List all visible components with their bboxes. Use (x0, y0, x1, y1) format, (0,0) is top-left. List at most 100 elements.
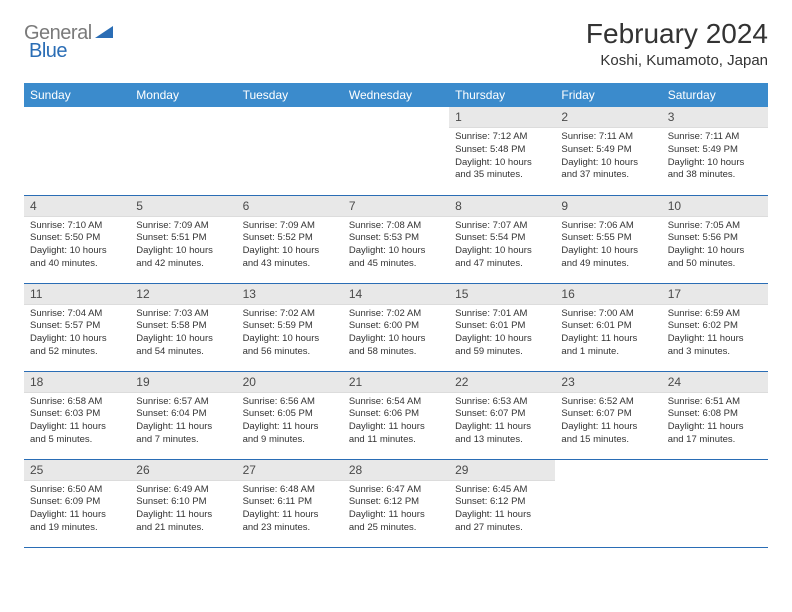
sunset-line: Sunset: 6:10 PM (136, 496, 230, 509)
day-details: Sunrise: 6:57 AMSunset: 6:04 PMDaylight:… (130, 393, 236, 453)
daylight-line: Daylight: 10 hours and 58 minutes. (349, 333, 443, 359)
day-details: Sunrise: 6:53 AMSunset: 6:07 PMDaylight:… (449, 393, 555, 453)
sunrise-line: Sunrise: 6:49 AM (136, 484, 230, 497)
day-details: Sunrise: 6:54 AMSunset: 6:06 PMDaylight:… (343, 393, 449, 453)
sunset-line: Sunset: 5:57 PM (30, 320, 124, 333)
day-details: Sunrise: 7:05 AMSunset: 5:56 PMDaylight:… (662, 217, 768, 277)
day-number: 19 (130, 372, 236, 393)
calendar-day-cell: 21Sunrise: 6:54 AMSunset: 6:06 PMDayligh… (343, 371, 449, 459)
day-details: Sunrise: 7:01 AMSunset: 6:01 PMDaylight:… (449, 305, 555, 365)
day-details: Sunrise: 7:09 AMSunset: 5:52 PMDaylight:… (237, 217, 343, 277)
day-details: Sunrise: 6:51 AMSunset: 6:08 PMDaylight:… (662, 393, 768, 453)
daylight-line: Daylight: 10 hours and 42 minutes. (136, 245, 230, 271)
weekday-header: Saturday (662, 83, 768, 107)
sunset-line: Sunset: 5:51 PM (136, 232, 230, 245)
day-details: Sunrise: 7:11 AMSunset: 5:49 PMDaylight:… (555, 128, 661, 188)
calendar-day-cell: 26Sunrise: 6:49 AMSunset: 6:10 PMDayligh… (130, 459, 236, 547)
day-number: 24 (662, 372, 768, 393)
calendar-day-cell: 23Sunrise: 6:52 AMSunset: 6:07 PMDayligh… (555, 371, 661, 459)
daylight-line: Daylight: 10 hours and 43 minutes. (243, 245, 337, 271)
day-number: 9 (555, 196, 661, 217)
weekday-header: Monday (130, 83, 236, 107)
day-details: Sunrise: 7:02 AMSunset: 5:59 PMDaylight:… (237, 305, 343, 365)
sunset-line: Sunset: 5:59 PM (243, 320, 337, 333)
calendar-day-cell: 20Sunrise: 6:56 AMSunset: 6:05 PMDayligh… (237, 371, 343, 459)
sunrise-line: Sunrise: 7:10 AM (30, 220, 124, 233)
sunset-line: Sunset: 6:09 PM (30, 496, 124, 509)
calendar-day-cell: 25Sunrise: 6:50 AMSunset: 6:09 PMDayligh… (24, 459, 130, 547)
sunset-line: Sunset: 6:05 PM (243, 408, 337, 421)
sunset-line: Sunset: 5:49 PM (668, 144, 762, 157)
daylight-line: Daylight: 11 hours and 23 minutes. (243, 509, 337, 535)
day-details: Sunrise: 7:00 AMSunset: 6:01 PMDaylight:… (555, 305, 661, 365)
calendar-week-row: 18Sunrise: 6:58 AMSunset: 6:03 PMDayligh… (24, 371, 768, 459)
day-number: 29 (449, 460, 555, 481)
day-number: 26 (130, 460, 236, 481)
sunset-line: Sunset: 5:50 PM (30, 232, 124, 245)
daylight-line: Daylight: 11 hours and 27 minutes. (455, 509, 549, 535)
calendar-day-cell: 2Sunrise: 7:11 AMSunset: 5:49 PMDaylight… (555, 107, 661, 195)
calendar-day-cell: 17Sunrise: 6:59 AMSunset: 6:02 PMDayligh… (662, 283, 768, 371)
daylight-line: Daylight: 11 hours and 25 minutes. (349, 509, 443, 535)
sunset-line: Sunset: 6:00 PM (349, 320, 443, 333)
daylight-line: Daylight: 10 hours and 47 minutes. (455, 245, 549, 271)
day-details: Sunrise: 7:12 AMSunset: 5:48 PMDaylight:… (449, 128, 555, 188)
calendar-day-cell: 10Sunrise: 7:05 AMSunset: 5:56 PMDayligh… (662, 195, 768, 283)
day-number: 12 (130, 284, 236, 305)
daylight-line: Daylight: 11 hours and 17 minutes. (668, 421, 762, 447)
calendar-day-cell: 12Sunrise: 7:03 AMSunset: 5:58 PMDayligh… (130, 283, 236, 371)
calendar-week-row: 4Sunrise: 7:10 AMSunset: 5:50 PMDaylight… (24, 195, 768, 283)
calendar-day-cell: 3Sunrise: 7:11 AMSunset: 5:49 PMDaylight… (662, 107, 768, 195)
day-number: 14 (343, 284, 449, 305)
sunset-line: Sunset: 5:54 PM (455, 232, 549, 245)
sunset-line: Sunset: 5:48 PM (455, 144, 549, 157)
sunrise-line: Sunrise: 7:12 AM (455, 131, 549, 144)
calendar-day-cell: 8Sunrise: 7:07 AMSunset: 5:54 PMDaylight… (449, 195, 555, 283)
day-number: 11 (24, 284, 130, 305)
calendar-day-cell: 18Sunrise: 6:58 AMSunset: 6:03 PMDayligh… (24, 371, 130, 459)
sunrise-line: Sunrise: 6:45 AM (455, 484, 549, 497)
month-title: February 2024 (586, 18, 768, 50)
calendar-day-cell: 15Sunrise: 7:01 AMSunset: 6:01 PMDayligh… (449, 283, 555, 371)
sunrise-line: Sunrise: 7:11 AM (668, 131, 762, 144)
day-number: 10 (662, 196, 768, 217)
sunrise-line: Sunrise: 7:03 AM (136, 308, 230, 321)
sunrise-line: Sunrise: 7:09 AM (136, 220, 230, 233)
sunrise-line: Sunrise: 6:47 AM (349, 484, 443, 497)
sunset-line: Sunset: 6:11 PM (243, 496, 337, 509)
daylight-line: Daylight: 10 hours and 59 minutes. (455, 333, 549, 359)
calendar-day-cell: 19Sunrise: 6:57 AMSunset: 6:04 PMDayligh… (130, 371, 236, 459)
day-details: Sunrise: 7:10 AMSunset: 5:50 PMDaylight:… (24, 217, 130, 277)
sunset-line: Sunset: 6:06 PM (349, 408, 443, 421)
daylight-line: Daylight: 10 hours and 52 minutes. (30, 333, 124, 359)
calendar-week-row: 1Sunrise: 7:12 AMSunset: 5:48 PMDaylight… (24, 107, 768, 195)
calendar-day-cell: 11Sunrise: 7:04 AMSunset: 5:57 PMDayligh… (24, 283, 130, 371)
sunrise-line: Sunrise: 7:09 AM (243, 220, 337, 233)
sunrise-line: Sunrise: 7:01 AM (455, 308, 549, 321)
day-number: 6 (237, 196, 343, 217)
daylight-line: Daylight: 11 hours and 1 minute. (561, 333, 655, 359)
sunrise-line: Sunrise: 7:02 AM (349, 308, 443, 321)
sunrise-line: Sunrise: 7:08 AM (349, 220, 443, 233)
daylight-line: Daylight: 11 hours and 15 minutes. (561, 421, 655, 447)
sunrise-line: Sunrise: 7:07 AM (455, 220, 549, 233)
day-details: Sunrise: 6:52 AMSunset: 6:07 PMDaylight:… (555, 393, 661, 453)
calendar-day-cell: 24Sunrise: 6:51 AMSunset: 6:08 PMDayligh… (662, 371, 768, 459)
calendar-empty-cell (555, 459, 661, 547)
weekday-header-row: SundayMondayTuesdayWednesdayThursdayFrid… (24, 83, 768, 107)
daylight-line: Daylight: 10 hours and 50 minutes. (668, 245, 762, 271)
weekday-header: Wednesday (343, 83, 449, 107)
calendar-day-cell: 22Sunrise: 6:53 AMSunset: 6:07 PMDayligh… (449, 371, 555, 459)
sunset-line: Sunset: 5:52 PM (243, 232, 337, 245)
sunrise-line: Sunrise: 6:53 AM (455, 396, 549, 409)
day-number: 22 (449, 372, 555, 393)
weekday-header: Sunday (24, 83, 130, 107)
sunrise-line: Sunrise: 6:50 AM (30, 484, 124, 497)
page-header: General February 2024 Koshi, Kumamoto, J… (24, 18, 768, 69)
weekday-header: Friday (555, 83, 661, 107)
day-details: Sunrise: 6:49 AMSunset: 6:10 PMDaylight:… (130, 481, 236, 541)
sunset-line: Sunset: 6:07 PM (561, 408, 655, 421)
day-number: 15 (449, 284, 555, 305)
calendar-day-cell: 27Sunrise: 6:48 AMSunset: 6:11 PMDayligh… (237, 459, 343, 547)
day-number: 28 (343, 460, 449, 481)
